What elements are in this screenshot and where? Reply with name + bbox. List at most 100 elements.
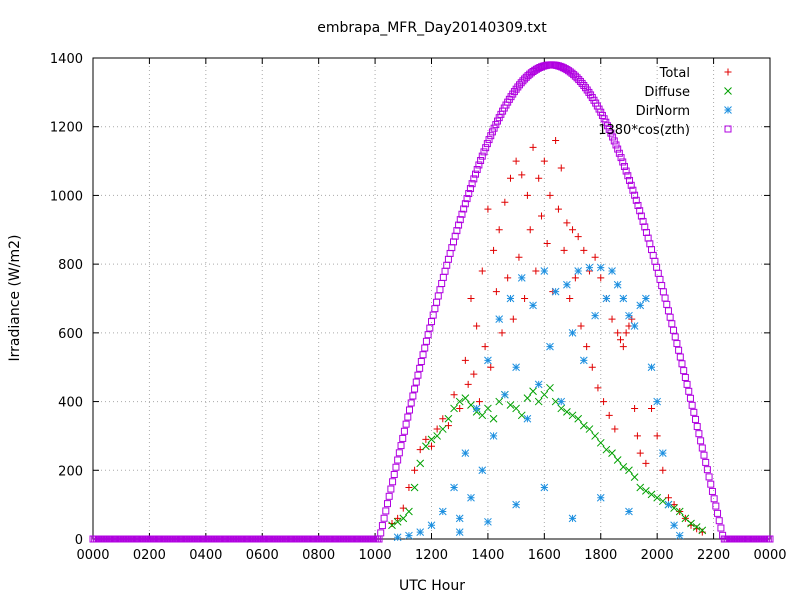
data-point xyxy=(455,514,464,523)
x-tick-label: 2200 xyxy=(697,548,730,563)
data-point xyxy=(467,295,475,302)
data-point xyxy=(393,533,402,542)
data-point xyxy=(509,315,517,323)
data-point xyxy=(648,404,656,412)
data-point xyxy=(560,246,568,254)
x-tick-label: 0400 xyxy=(189,548,222,563)
data-point xyxy=(717,524,725,532)
data-point xyxy=(495,397,504,406)
data-point xyxy=(620,162,628,170)
data-point xyxy=(433,298,441,306)
y-tick-label: 1000 xyxy=(50,189,83,204)
data-point xyxy=(596,438,605,447)
data-point xyxy=(416,459,425,468)
data-point xyxy=(467,401,475,409)
data-point xyxy=(481,343,489,351)
legend-marker-2 xyxy=(724,106,732,114)
data-point xyxy=(619,294,628,303)
legend-label-0: Total xyxy=(659,66,690,81)
data-point xyxy=(461,200,469,208)
data-point xyxy=(388,520,396,528)
data-point xyxy=(568,514,577,523)
y-axis-label: Irradiance (W/m2) xyxy=(7,235,23,362)
data-point xyxy=(574,414,583,423)
data-point xyxy=(532,267,540,275)
data-point xyxy=(446,249,454,257)
data-point xyxy=(557,397,566,406)
data-point xyxy=(472,404,481,413)
data-point xyxy=(631,404,639,412)
data-point xyxy=(475,161,483,169)
data-point xyxy=(399,434,407,442)
data-point xyxy=(644,234,652,242)
x-tick-label: 0200 xyxy=(133,548,166,563)
data-point xyxy=(670,326,678,334)
data-point xyxy=(579,356,588,365)
data-point xyxy=(421,344,429,352)
data-point xyxy=(552,136,560,144)
data-point xyxy=(596,263,605,272)
data-point xyxy=(605,411,613,419)
data-point xyxy=(461,449,470,457)
x-tick-label: 1600 xyxy=(528,548,561,563)
data-point xyxy=(602,445,611,454)
y-tick-label: 800 xyxy=(58,258,83,273)
data-point xyxy=(678,360,686,368)
data-point xyxy=(546,342,554,351)
data-point xyxy=(475,398,483,406)
data-point xyxy=(523,191,531,199)
data-point xyxy=(616,336,624,344)
data-point xyxy=(651,257,659,265)
data-point xyxy=(411,385,419,393)
legend-label-2: DirNorm xyxy=(636,104,690,119)
data-point xyxy=(670,521,678,530)
y-tick-label: 200 xyxy=(58,464,83,479)
data-point xyxy=(417,358,425,366)
data-point xyxy=(380,514,388,522)
data-point xyxy=(456,216,464,224)
x-tick-label: 0800 xyxy=(302,548,335,563)
data-point xyxy=(614,145,622,153)
data-point xyxy=(693,423,701,431)
data-point xyxy=(428,318,435,326)
data-point xyxy=(492,121,500,129)
data-point xyxy=(692,523,701,531)
data-point xyxy=(614,329,622,337)
data-point xyxy=(523,414,532,423)
data-point xyxy=(624,172,632,180)
data-point xyxy=(387,485,395,493)
data-point xyxy=(450,238,458,246)
data-point xyxy=(639,217,647,225)
plot-area xyxy=(89,61,774,543)
x-tick-label: 0600 xyxy=(246,548,279,563)
data-point xyxy=(577,322,585,330)
data-point xyxy=(629,186,637,194)
data-point xyxy=(632,196,640,204)
data-point xyxy=(685,387,693,395)
data-point xyxy=(426,324,434,332)
data-point xyxy=(404,413,412,421)
data-point xyxy=(441,267,449,275)
data-point xyxy=(518,171,526,179)
data-point xyxy=(617,154,625,162)
data-point xyxy=(490,246,498,254)
data-point xyxy=(636,449,644,457)
data-point xyxy=(489,432,498,440)
data-point xyxy=(600,398,608,406)
data-point xyxy=(443,261,451,269)
data-point xyxy=(585,263,594,272)
data-point xyxy=(394,514,402,522)
data-point xyxy=(512,363,520,372)
data-point xyxy=(675,531,684,540)
data-point xyxy=(444,255,452,263)
data-point xyxy=(484,205,492,213)
data-point xyxy=(715,517,723,525)
data-point xyxy=(615,149,623,157)
data-point xyxy=(588,363,596,371)
data-point xyxy=(512,157,520,165)
data-point xyxy=(675,507,684,516)
data-point xyxy=(382,507,390,515)
data-point xyxy=(625,466,633,475)
data-point xyxy=(636,483,645,492)
data-point xyxy=(605,125,613,133)
